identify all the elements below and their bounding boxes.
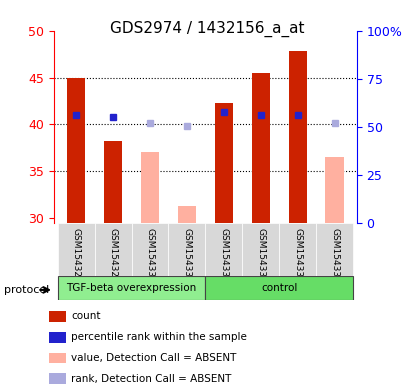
Bar — [49, 353, 66, 363]
Bar — [49, 373, 66, 384]
Text: rank, Detection Call = ABSENT: rank, Detection Call = ABSENT — [71, 374, 232, 384]
Bar — [251, 73, 270, 223]
Text: GSM154333: GSM154333 — [256, 228, 265, 283]
FancyBboxPatch shape — [205, 276, 353, 300]
Bar — [215, 103, 233, 223]
Text: GSM154329: GSM154329 — [109, 228, 117, 283]
Bar — [288, 51, 307, 223]
FancyBboxPatch shape — [58, 276, 205, 300]
FancyBboxPatch shape — [58, 223, 95, 276]
Text: GSM154332: GSM154332 — [220, 228, 228, 283]
Bar — [49, 311, 66, 322]
FancyBboxPatch shape — [132, 223, 168, 276]
FancyBboxPatch shape — [205, 223, 242, 276]
Bar — [104, 141, 122, 223]
Bar — [141, 152, 159, 223]
Text: count: count — [71, 311, 101, 321]
Text: protocol: protocol — [4, 285, 49, 295]
FancyBboxPatch shape — [279, 223, 316, 276]
Text: GSM154331: GSM154331 — [183, 228, 191, 283]
Bar — [178, 206, 196, 223]
Text: TGF-beta overexpression: TGF-beta overexpression — [66, 283, 197, 293]
Text: GSM154330: GSM154330 — [146, 228, 154, 283]
FancyBboxPatch shape — [95, 223, 132, 276]
Bar — [67, 78, 85, 223]
Bar — [49, 332, 66, 343]
Text: percentile rank within the sample: percentile rank within the sample — [71, 332, 247, 342]
Text: value, Detection Call = ABSENT: value, Detection Call = ABSENT — [71, 353, 237, 363]
Text: GDS2974 / 1432156_a_at: GDS2974 / 1432156_a_at — [110, 21, 305, 37]
Text: GSM154335: GSM154335 — [330, 228, 339, 283]
FancyBboxPatch shape — [316, 223, 353, 276]
Text: GSM154328: GSM154328 — [72, 228, 81, 283]
Bar — [325, 157, 344, 223]
FancyBboxPatch shape — [242, 223, 279, 276]
Text: GSM154334: GSM154334 — [293, 228, 302, 283]
FancyBboxPatch shape — [168, 223, 205, 276]
Text: control: control — [261, 283, 298, 293]
